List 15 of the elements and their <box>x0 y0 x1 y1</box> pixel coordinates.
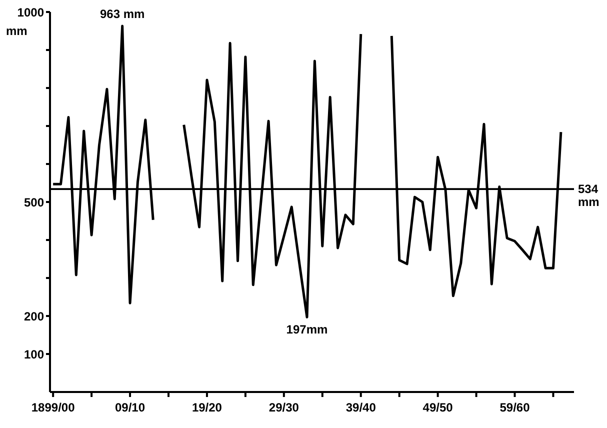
x-tick-label: 49/50 <box>422 400 454 415</box>
ref-line-label: 534 mm <box>578 182 600 210</box>
y-tick-label: 500 <box>24 195 44 210</box>
x-tick-label: 29/30 <box>268 400 300 415</box>
x-tick-label: 19/20 <box>192 400 222 415</box>
annotation: 197mm <box>286 322 328 337</box>
y-tick-label: 200 <box>24 309 44 324</box>
y-tick-label: 1000 <box>17 5 44 20</box>
x-tick-label: 1899/00 <box>31 400 76 415</box>
y-axis-title: mm <box>6 24 28 38</box>
x-tick-label: 09/10 <box>115 400 146 415</box>
y-tick-label: 100 <box>24 347 44 362</box>
annotation: 963 mm <box>100 7 145 22</box>
x-tick-label: 39/40 <box>346 400 376 415</box>
x-tick-label: 59/60 <box>500 400 530 415</box>
